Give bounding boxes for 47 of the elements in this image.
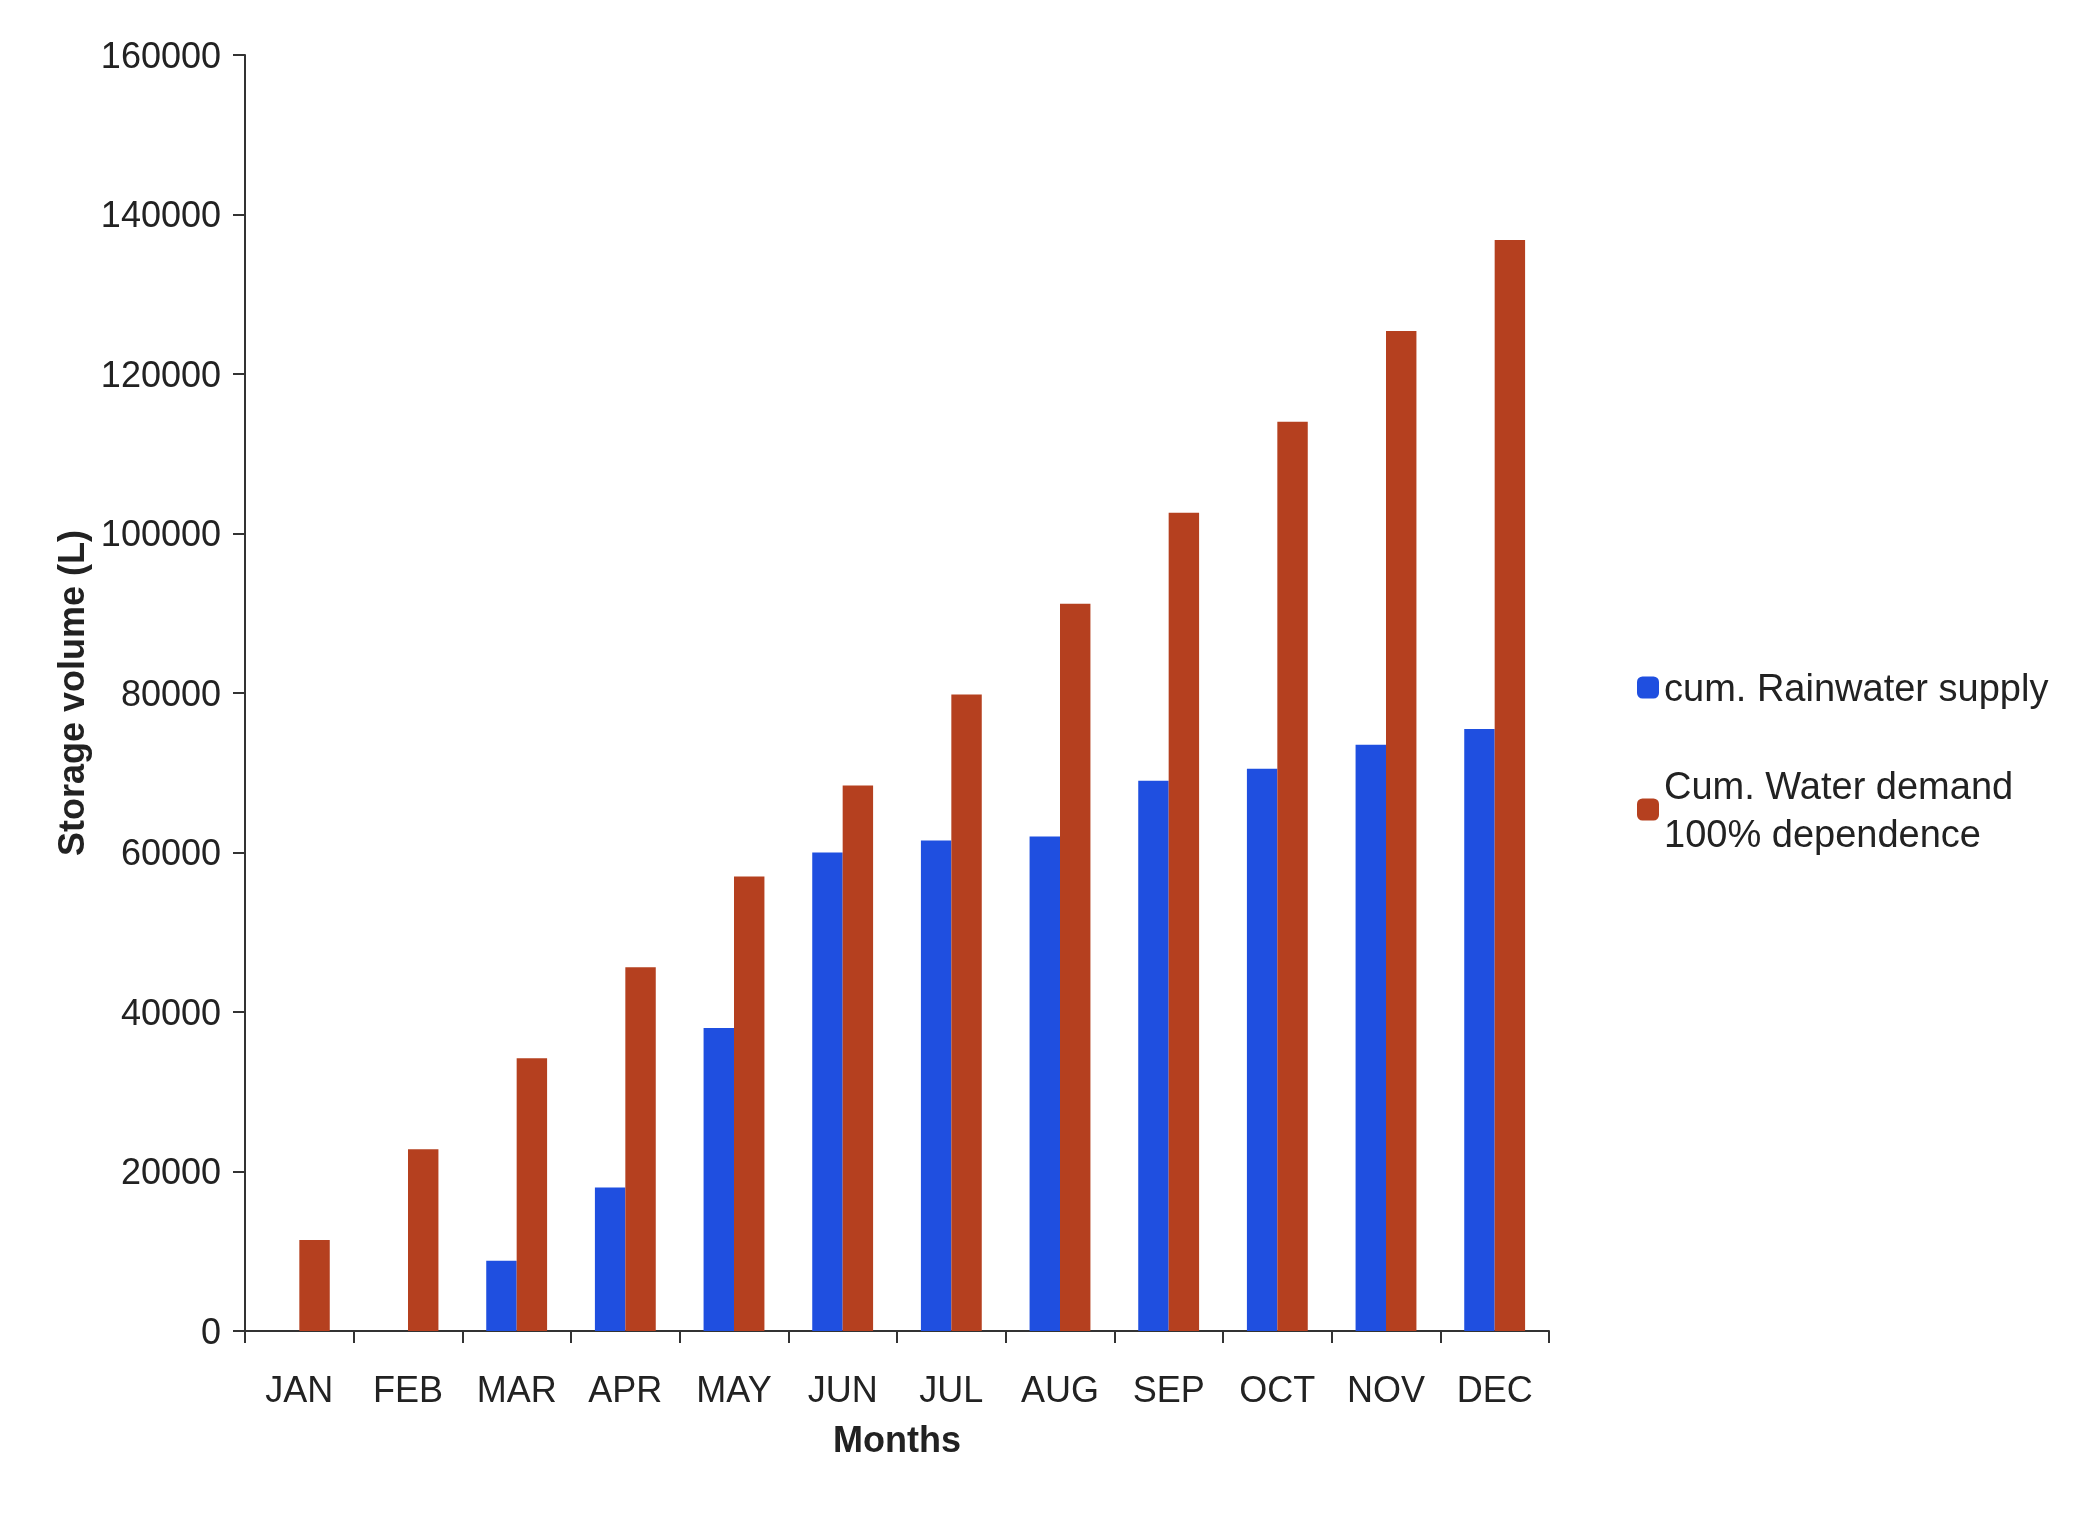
bar: [1168, 512, 1200, 1331]
bar: [920, 840, 952, 1331]
bar: [1029, 836, 1060, 1331]
x-tick-label: OCT: [1239, 1368, 1316, 1410]
x-tick-label: AUG: [1020, 1368, 1100, 1410]
x-tick-label: FEB: [372, 1368, 444, 1410]
x-tick-label: JAN: [265, 1368, 334, 1410]
bar: [486, 1260, 517, 1331]
bar: [703, 1027, 734, 1331]
legend-label: Cum. Water demand 100% dependence: [1664, 764, 2024, 855]
y-axis-title: Storage volume (L): [51, 529, 93, 857]
bar: [1246, 768, 1278, 1331]
bar: [1277, 421, 1308, 1331]
bar: [842, 785, 874, 1331]
x-tick-label: APR: [588, 1368, 663, 1410]
bar: [812, 852, 843, 1331]
y-tick-label: 20000: [120, 1151, 221, 1192]
bar: [625, 967, 656, 1331]
x-tick-label: SEP: [1132, 1368, 1205, 1410]
bar: [1138, 780, 1169, 1331]
bar: [408, 1149, 439, 1331]
y-tick-label: 120000: [100, 353, 221, 395]
x-tick-label: DEC: [1456, 1368, 1533, 1410]
bar: [516, 1058, 548, 1331]
bar: [1355, 744, 1386, 1331]
y-tick-label: 60000: [120, 832, 221, 873]
x-tick-label: NOV: [1346, 1368, 1426, 1410]
y-tick-label: 0: [200, 1310, 221, 1352]
x-tick-label: MAY: [696, 1368, 772, 1410]
x-tick-label: JUL: [919, 1368, 984, 1410]
y-tick-label: 80000: [120, 672, 221, 714]
legend-label: cum. Rainwater supply: [1664, 666, 2049, 709]
y-tick-label: 160000: [100, 34, 221, 76]
bar: [734, 876, 765, 1331]
bar: [1464, 728, 1495, 1331]
y-tick-label: 40000: [120, 991, 221, 1033]
x-axis-title: Months: [833, 1418, 961, 1460]
bar: [1386, 330, 1417, 1331]
bar: [594, 1187, 626, 1331]
bar: [1060, 603, 1091, 1331]
bar: [299, 1240, 330, 1331]
y-tick-label: 100000: [100, 513, 221, 554]
bar: [1494, 240, 1526, 1331]
x-tick-label: MAR: [476, 1368, 557, 1410]
bar: [951, 694, 982, 1331]
y-tick-label: 140000: [100, 194, 221, 235]
x-tick-label: JUN: [807, 1368, 878, 1410]
